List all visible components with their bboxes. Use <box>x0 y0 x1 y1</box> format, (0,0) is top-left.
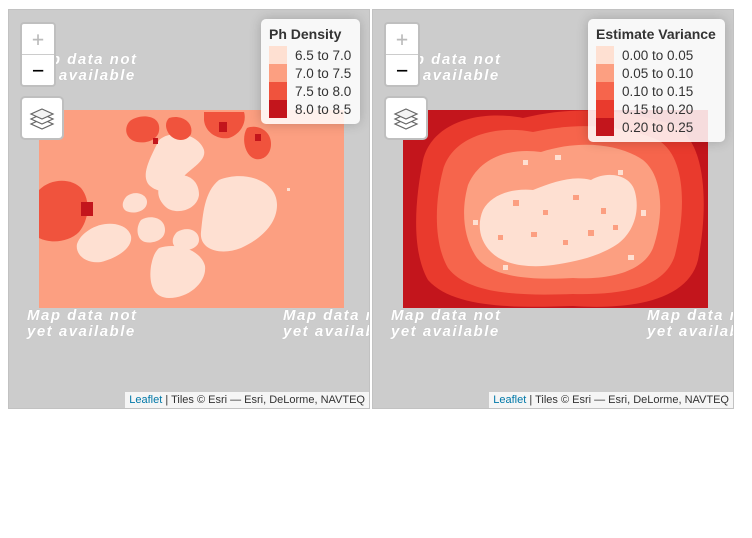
tile-placeholder-text: Map data not yet available <box>647 307 733 340</box>
legend-item: 0.15 to 0.20 <box>596 100 716 118</box>
attribution: Leaflet | Tiles © Esri — Esri, DeLorme, … <box>489 392 733 408</box>
legend-item: 7.0 to 7.5 <box>269 64 351 82</box>
attribution: Leaflet | Tiles © Esri — Esri, DeLorme, … <box>125 392 369 408</box>
legend-swatch <box>596 118 614 136</box>
zoom-in-button[interactable]: + <box>386 24 418 55</box>
ph-density-raster[interactable] <box>9 10 370 409</box>
legend-swatch <box>269 46 287 64</box>
legend-swatch <box>269 82 287 100</box>
layers-icon <box>29 108 55 130</box>
legend-swatch <box>596 82 614 100</box>
legend-estimate-variance: Estimate Variance 0.00 to 0.05 0.05 to 0… <box>588 19 725 142</box>
legend-swatch <box>269 100 287 118</box>
zoom-control: + − <box>384 22 420 87</box>
tiles-credit: Tiles © Esri — Esri, DeLorme, NAVTEQ <box>171 394 365 406</box>
legend-swatch <box>596 64 614 82</box>
legend-title: Ph Density <box>269 26 342 42</box>
tile-placeholder-text: Map data not yet available <box>27 307 138 340</box>
layers-control-button[interactable] <box>384 96 428 140</box>
tiles-credit: Tiles © Esri — Esri, DeLorme, NAVTEQ <box>535 394 729 406</box>
legend-item: 0.10 to 0.15 <box>596 82 716 100</box>
legend-item: 7.5 to 8.0 <box>269 82 351 100</box>
legend-title: Estimate Variance <box>596 26 716 42</box>
zoom-out-button[interactable]: − <box>395 58 409 82</box>
legend-swatch <box>269 64 287 82</box>
leaflet-link[interactable]: Leaflet <box>129 394 163 406</box>
legend-item: 0.05 to 0.10 <box>596 64 716 82</box>
layers-control-button[interactable] <box>20 96 64 140</box>
tile-placeholder-text: Map data not yet available <box>391 307 502 340</box>
legend-swatch <box>596 100 614 118</box>
tile-placeholder-text: Map data not yet available <box>283 307 369 340</box>
layers-icon <box>393 108 419 130</box>
leaflet-link[interactable]: Leaflet <box>493 394 527 406</box>
legend-item: 6.5 to 7.0 <box>269 46 351 64</box>
legend-item: 0.20 to 0.25 <box>596 118 716 136</box>
legend-ph-density: Ph Density 6.5 to 7.0 7.0 to 7.5 7.5 to … <box>261 19 361 124</box>
zoom-out-button[interactable]: − <box>31 58 45 82</box>
zoom-control: + − <box>20 22 56 87</box>
legend-swatch <box>596 46 614 64</box>
legend-item: 8.0 to 8.5 <box>269 100 351 118</box>
map-estimate-variance[interactable]: Map data not yet available Map data not … <box>372 9 734 409</box>
legend-item: 0.00 to 0.05 <box>596 46 716 64</box>
map-ph-density[interactable]: Map data not yet available Map data not … <box>8 9 370 409</box>
zoom-in-button[interactable]: + <box>22 24 54 55</box>
estimate-variance-raster[interactable] <box>373 10 734 409</box>
